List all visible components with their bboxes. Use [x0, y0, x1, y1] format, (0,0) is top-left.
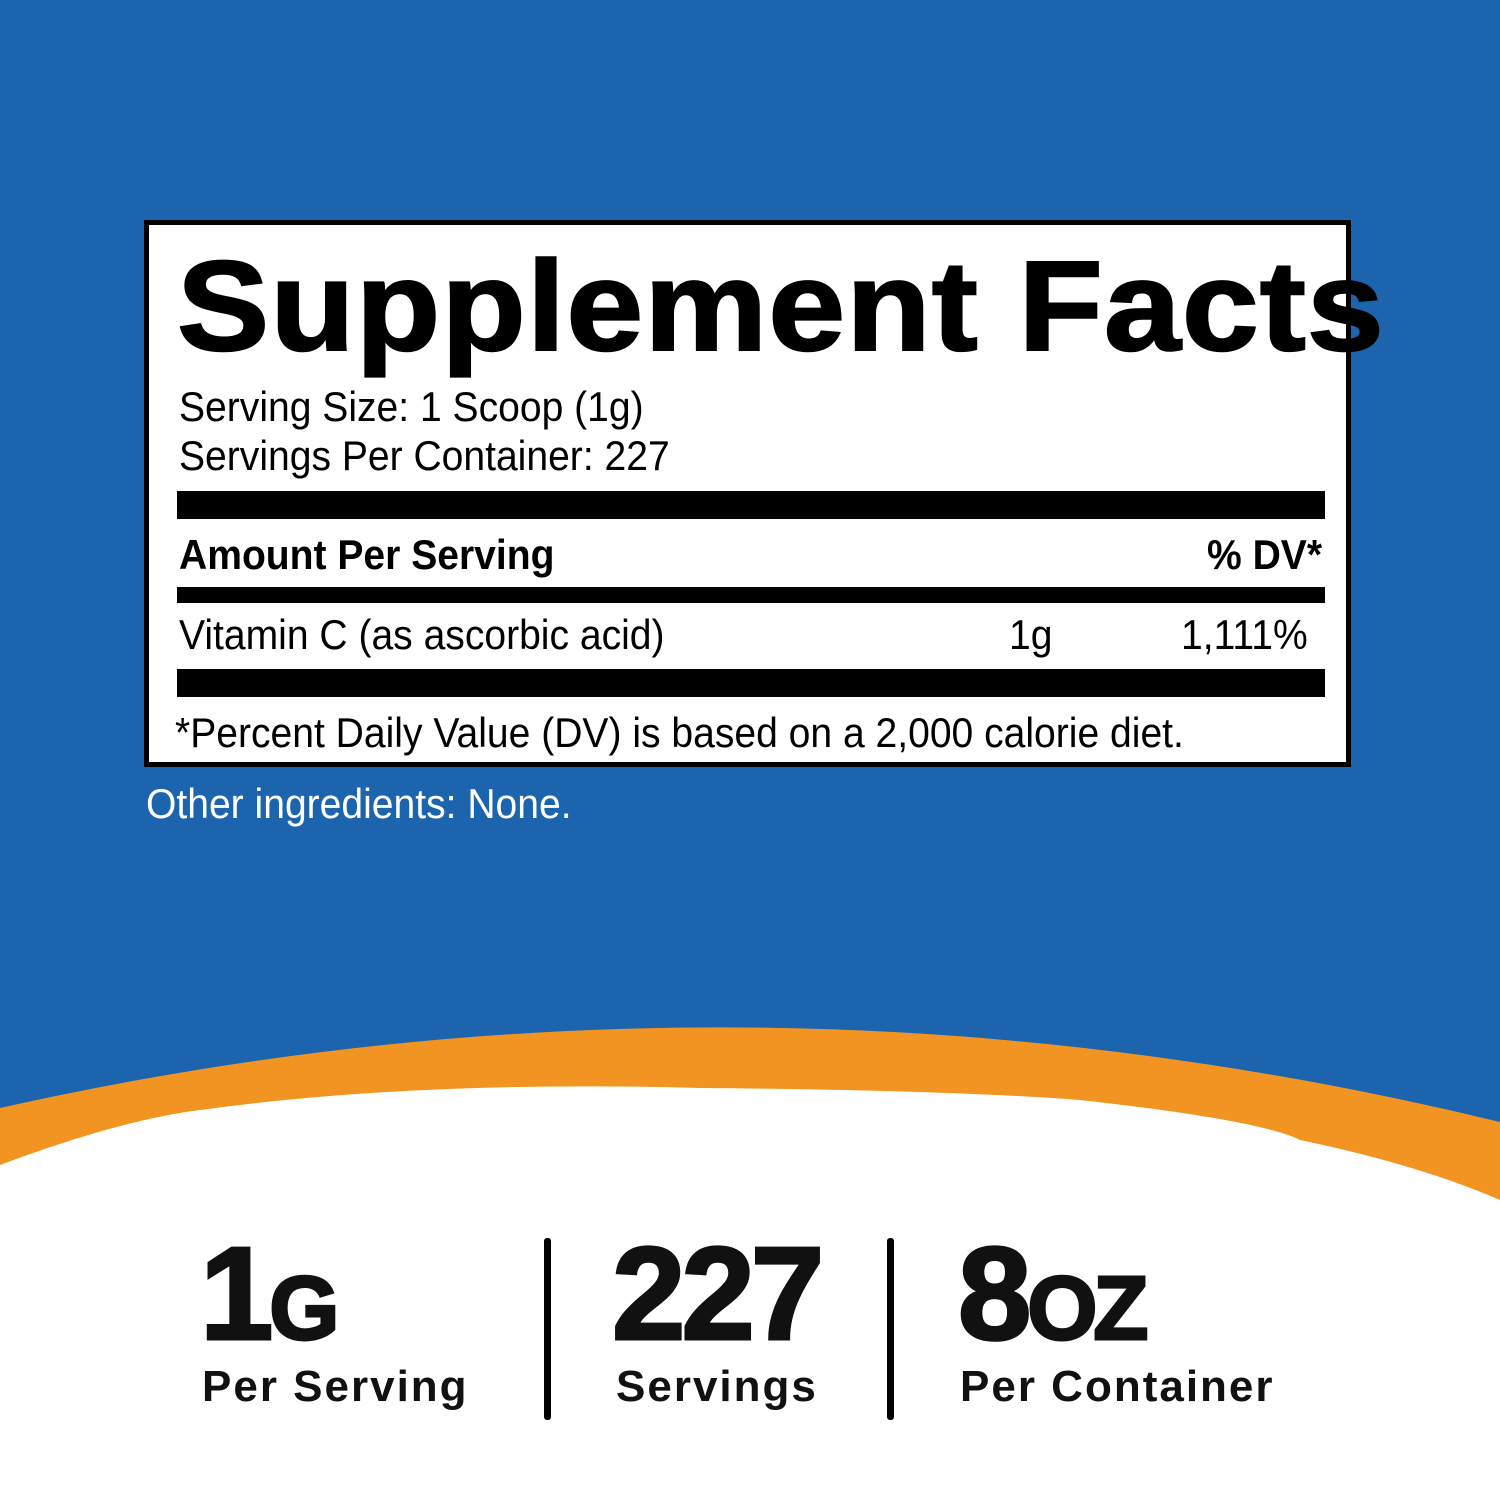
thick-divider	[177, 491, 1325, 519]
stat-per-serving-label: Per Serving	[202, 1362, 469, 1411]
stat-servings-value: 227	[610, 1218, 825, 1369]
stat-per-serving-value: 1G	[198, 1218, 341, 1369]
stat-divider	[544, 1238, 551, 1420]
supplement-facts-panel: Supplement Facts Serving Size: 1 Scoop (…	[144, 220, 1385, 767]
stat-divider	[887, 1238, 894, 1420]
stat-unit: OZ	[1026, 1258, 1150, 1361]
servings-per-container: Servings Per Container: 227	[179, 432, 670, 479]
stat-container-label: Per Container	[960, 1362, 1275, 1411]
nutrient-amount: 1g	[1009, 611, 1053, 658]
stat-value: 227	[610, 1219, 825, 1369]
amount-per-serving-header: Amount Per Serving	[179, 531, 555, 578]
panel-title: Supplement Facts	[176, 234, 1385, 379]
stat-container-value: 8OZ	[956, 1218, 1150, 1369]
thick-divider	[177, 669, 1325, 697]
stat-unit: G	[268, 1258, 341, 1361]
dv-header: % DV*	[1207, 531, 1323, 578]
stat-value: 8	[956, 1219, 1032, 1369]
stat-value: 1	[198, 1219, 274, 1369]
nutrient-dv: 1,111%	[1181, 611, 1308, 658]
footnote: *Percent Daily Value (DV) is based on a …	[175, 709, 1184, 756]
nutrient-name: Vitamin C (as ascorbic acid)	[179, 611, 665, 658]
white-base	[0, 1086, 1500, 1500]
medium-divider	[177, 587, 1325, 603]
serving-size: Serving Size: 1 Scoop (1g)	[179, 383, 644, 430]
other-ingredients: Other ingredients: None.	[146, 780, 572, 827]
stat-servings-label: Servings	[616, 1362, 818, 1411]
